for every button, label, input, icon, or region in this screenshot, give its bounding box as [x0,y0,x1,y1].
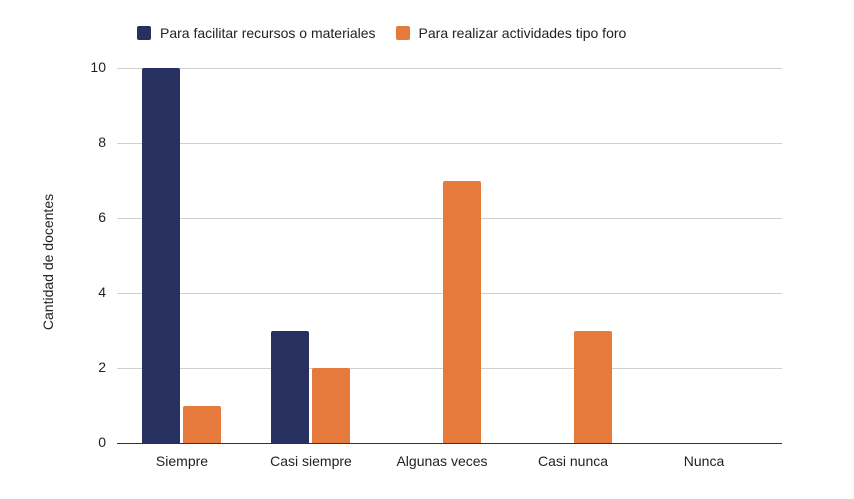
legend-item-foro[interactable]: Para realizar actividades tipo foro [395,25,627,41]
legend: Para facilitar recursos o materiales Par… [137,25,646,41]
x-tick-label: Casi siempre [270,453,352,469]
y-tick-label: 0 [98,434,106,450]
y-tick-label: 2 [98,359,106,375]
x-tick-label: Nunca [683,453,725,469]
x-tick-label: Algunas veces [396,453,488,469]
legend-label-foro: Para realizar actividades tipo foro [418,25,627,41]
y-tick-label: 6 [98,209,106,225]
y-tick-label: 8 [98,134,106,150]
y-tick-label: 10 [90,59,106,75]
bar-foro[interactable] [183,405,221,443]
bar-recursos[interactable] [271,330,309,443]
legend-swatch-foro [395,26,410,40]
bar-recursos[interactable] [142,68,180,443]
gridline [117,143,782,144]
gridline [117,68,782,69]
y-axis-label: Cantidad de docentes [40,193,56,331]
x-axis-line [117,443,782,444]
legend-swatch-recursos [137,26,151,40]
legend-label-recursos: Para facilitar recursos o materiales [160,25,376,41]
legend-item-recursos[interactable]: Para facilitar recursos o materiales [137,25,376,41]
bar-foro[interactable] [443,180,481,443]
bar-foro[interactable] [574,330,612,443]
x-tick-label: Siempre [155,453,209,469]
bar-foro[interactable] [312,368,350,443]
x-tick-label: Casi nunca [537,453,609,469]
y-tick-label: 4 [98,284,106,300]
